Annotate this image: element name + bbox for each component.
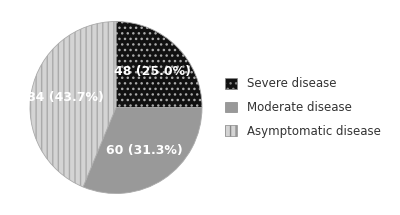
Text: 60 (31.3%): 60 (31.3%)	[106, 144, 183, 157]
Text: 84 (43.7%): 84 (43.7%)	[27, 91, 104, 104]
Wedge shape	[83, 108, 202, 194]
Text: 48 (25.0%): 48 (25.0%)	[114, 64, 191, 78]
Wedge shape	[30, 22, 116, 187]
Wedge shape	[116, 22, 202, 108]
Legend: Severe disease, Moderate disease, Asymptomatic disease: Severe disease, Moderate disease, Asympt…	[225, 77, 380, 138]
